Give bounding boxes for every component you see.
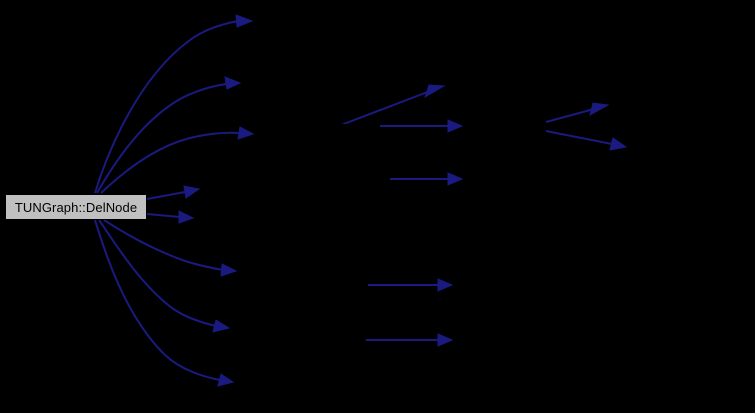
edge-delnode-to-n2-arrowhead (224, 76, 242, 90)
edge-delnode-to-n4 (146, 191, 186, 200)
edge-delnode-to-n1 (94, 20, 239, 194)
edge-right1 (545, 108, 595, 123)
node-hidden-12[interactable] (458, 272, 544, 298)
edge-mid4-arrowhead (437, 278, 454, 292)
node-hidden-13[interactable] (458, 327, 544, 353)
edge-mid1-arrowhead (424, 84, 446, 99)
edge-delnode-to-n3 (100, 131, 241, 194)
node-hidden-6[interactable] (244, 259, 362, 285)
node-hidden-11[interactable] (468, 165, 548, 191)
edge-delnode-to-n8-arrowhead (217, 373, 235, 387)
node-hidden-4[interactable] (212, 177, 330, 203)
node-hidden-1[interactable] (262, 10, 380, 36)
edge-delnode-to-n1-arrowhead (235, 14, 254, 28)
node-hidden-9[interactable] (462, 74, 542, 100)
edge-mid1 (335, 90, 431, 128)
edge-mid5-arrowhead (437, 333, 454, 347)
node-hidden-2[interactable] (249, 72, 367, 98)
node-hidden-10[interactable] (470, 113, 542, 139)
node-hidden-5[interactable] (204, 205, 322, 231)
edge-delnode-to-n7 (98, 219, 217, 327)
edge-mid2-arrowhead (447, 119, 464, 133)
node-hidden-8[interactable] (242, 368, 360, 394)
edge-mid3-arrowhead (447, 172, 464, 186)
node-hidden-14[interactable] (616, 94, 726, 120)
edge-delnode-to-n5 (146, 213, 181, 218)
node-tungraph-delnode-label: TUNGraph::DelNode (14, 199, 138, 215)
edge-delnode-to-n4-arrowhead (183, 185, 201, 199)
edge-delnode-to-n5-arrowhead (178, 210, 195, 224)
edge-delnode-to-n6-arrowhead (220, 263, 238, 277)
node-hidden-7[interactable] (236, 314, 354, 340)
edge-delnode-to-n6 (103, 219, 224, 271)
edge-delnode-to-n8 (94, 219, 221, 381)
edge-right1-arrowhead (589, 102, 610, 116)
edge-delnode-to-n3-arrowhead (237, 126, 255, 140)
node-tungraph-delnode[interactable]: TUNGraph::DelNode (5, 194, 147, 220)
edge-right2-arrowhead (609, 137, 628, 151)
node-hidden-3[interactable] (262, 124, 380, 150)
node-hidden-15[interactable] (634, 131, 744, 157)
edge-delnode-to-n7-arrowhead (212, 319, 231, 333)
edge-right2 (545, 130, 613, 145)
edge-delnode-to-n2 (96, 83, 227, 194)
